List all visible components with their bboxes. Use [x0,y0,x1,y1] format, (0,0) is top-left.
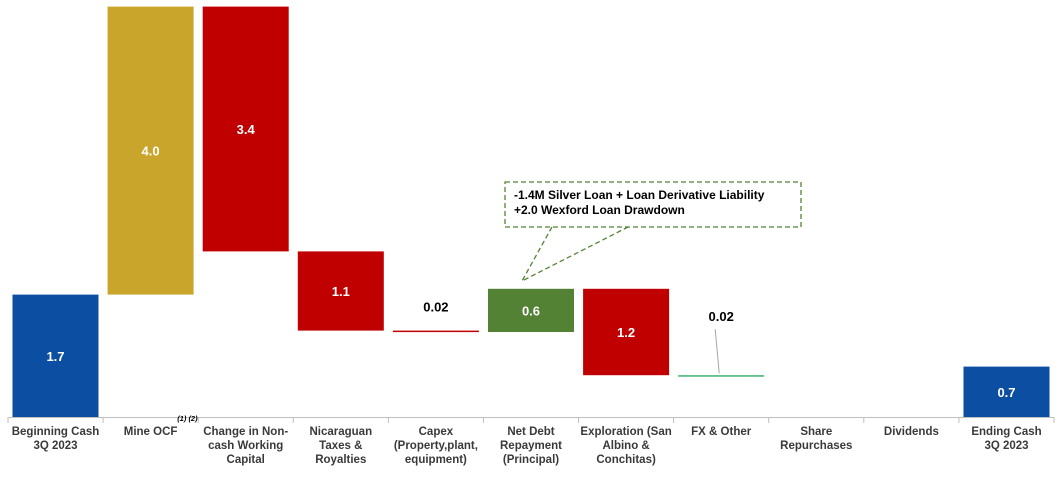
bar-value-label-3: 3.4 [237,122,256,137]
x-tick-label-3: Change in Non-cash Working Capital [203,426,288,466]
bar-4 [297,251,384,331]
annotation-pointer [520,226,629,283]
bar-2 [107,6,194,295]
annotation-line-2: +2.0 Wexford Loan Drawdown [514,203,685,217]
bar-value-label-4: 1.1 [332,284,350,299]
x-axis [7,417,1055,423]
x-tick-label-6: Net Debt Repayment (Principal) [500,426,562,466]
annotation-callout: -1.4M Silver Loan + Loan Derivative Liab… [504,181,802,283]
bar-11 [963,366,1050,417]
bar-value-label-8: 0.02 [709,309,734,324]
x-tick-label-1: Beginning Cash 3Q 2023 [12,426,100,452]
bar-value-label-5: 0.02 [423,300,448,315]
bar-3 [202,6,289,252]
bar-7 [583,288,670,376]
footnote-marker: (1) (2) [177,414,198,423]
bar-value-label-2: 4.0 [142,144,160,159]
bar-value-label-11: 0.7 [997,385,1015,400]
x-tick-label-7: Exploration (San Albino & Conchitas) [580,426,671,466]
x-tick-label-5: Capex (Property,plant, equipment) [394,426,478,466]
bar-value-label-7: 1.2 [617,325,635,340]
bars-layer: 1.7 4.0 3.4 1.1 0.02 0.6 1.2 0.02 0.7 [12,6,1050,417]
x-tick-label-4: Nicaraguan Taxes & Royalties [309,426,372,466]
bar-5 [392,330,479,333]
x-tick-label-2: Mine OCF [124,426,178,438]
annotation-box [504,181,802,228]
bar-value-label-1: 1.7 [46,349,64,364]
x-tick-label-9: Share Repurchases [780,426,852,452]
x-tick-label-11: Ending Cash 3Q 2023 [971,426,1041,452]
bar-1 [12,294,99,417]
bar-6 [488,288,574,332]
category-labels: Beginning Cash 3Q 2023 Mine OCF Change in N… [12,414,1042,466]
bar-8 [678,375,765,377]
bar-value-label-6: 0.6 [522,303,540,318]
x-tick-label-10: Dividends [884,426,939,438]
leader-line [714,329,720,374]
x-tick-label-8: FX & Other [691,426,752,438]
annotation-line-1: -1.4M Silver Loan + Loan Derivative Liab… [514,188,765,202]
